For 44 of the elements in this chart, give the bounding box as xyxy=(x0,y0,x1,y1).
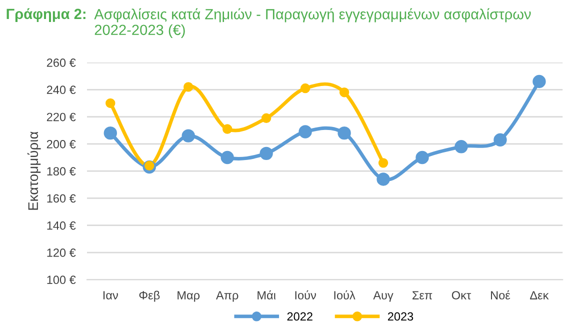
point xyxy=(339,88,350,98)
point xyxy=(298,125,312,138)
x-tick-label: Οκτ xyxy=(452,291,472,300)
point xyxy=(220,150,234,164)
y-tick-label: 140 € xyxy=(47,221,76,230)
legend-label: 2023 xyxy=(388,312,414,321)
point xyxy=(104,126,117,140)
point xyxy=(532,74,546,88)
point xyxy=(183,82,194,92)
chart-subtitle: Ασφαλίσεις κατά Ζημιών - Παραγωγή εγγεγραμμένων ασφαλίστρων 2022-2023 (€) xyxy=(94,8,531,38)
y-tick-label: 120 € xyxy=(47,248,76,257)
point xyxy=(106,98,116,108)
point xyxy=(454,140,468,154)
y-axis-title: Εκατομμύρια xyxy=(27,132,41,210)
point xyxy=(416,150,429,164)
point xyxy=(376,172,390,186)
x-tick-label: Αυγ xyxy=(373,291,394,302)
point xyxy=(338,126,351,140)
point xyxy=(261,113,272,124)
x-tick-label: Ιούν xyxy=(295,290,316,300)
y-tick-label: 240 € xyxy=(46,86,76,94)
y-tick-label: 180 € xyxy=(47,167,76,176)
point xyxy=(182,129,195,142)
legend-label: 2022 xyxy=(287,312,312,321)
x-tick-label: Μαρ xyxy=(178,291,200,302)
x-tick-label: Δεκ xyxy=(530,291,549,300)
x-tick-label: Απρ xyxy=(216,291,238,302)
point xyxy=(378,158,388,168)
x-tick-label: Μάι xyxy=(258,290,276,300)
y-tick-label: 100 € xyxy=(47,276,76,284)
point xyxy=(300,83,310,94)
y-tick-label: 160 € xyxy=(47,194,76,203)
point xyxy=(222,124,232,134)
x-tick-label: Ιαν xyxy=(103,291,118,300)
y-tick-label: 200 € xyxy=(46,140,76,148)
chart-title: Γράφημα 2: xyxy=(6,8,86,22)
x-tick-label: Νοέ xyxy=(491,290,510,300)
x-tick-label: Σεπ xyxy=(412,291,432,300)
x-tick-label: Ιούλ xyxy=(334,290,356,300)
point xyxy=(494,133,507,146)
point xyxy=(260,146,273,160)
y-tick-label: 260 € xyxy=(46,58,76,67)
x-tick-label: Φεβ xyxy=(139,290,160,302)
y-tick-label: 220 € xyxy=(46,112,76,122)
